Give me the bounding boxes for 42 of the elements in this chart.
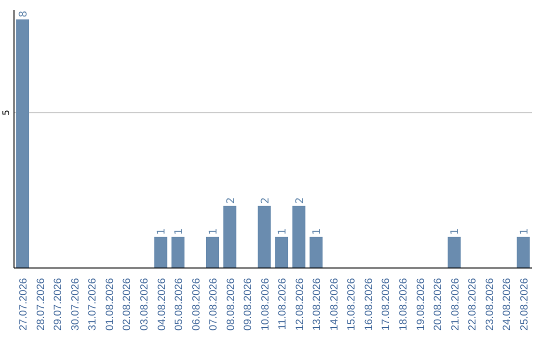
x-tick-label: 07.08.2026 [208,278,220,331]
data-label: 2 [224,197,237,204]
x-tick-label: 03.08.2026 [138,278,150,331]
x-tick-label: 30.07.2026 [69,278,82,331]
data-label: 1 [518,228,530,235]
data-label: 1 [156,228,168,235]
x-tick-label: 22.08.2026 [466,278,479,331]
x-tick-label: 25.08.2026 [518,278,530,331]
x-tick-label: 18.08.2026 [398,278,410,331]
x-tick-label: 21.08.2026 [449,278,462,331]
data-label: 1 [172,228,185,235]
x-tick-label: 02.08.2026 [121,278,134,331]
x-tick-label: 28.07.2026 [34,278,47,331]
data-label: 1 [276,228,289,235]
data-label: 1 [449,228,462,235]
x-tick-label: 23.08.2026 [484,278,496,331]
x-tick-label: 12.08.2026 [294,278,306,331]
x-tick-label: 19.08.2026 [414,278,427,331]
x-tick-label: 16.08.2026 [362,278,375,331]
x-tick-label: 27.07.2026 [18,278,30,331]
x-tick-label: 09.08.2026 [242,278,254,331]
x-tick-label: 08.08.2026 [224,278,237,331]
x-tick-label: 10.08.2026 [259,278,272,331]
x-tick-label: 31.07.2026 [86,278,99,331]
data-label: 1 [208,228,220,235]
x-tick-label: 29.07.2026 [52,278,64,331]
data-label: 2 [294,197,306,204]
x-tick-label: 04.08.2026 [156,278,168,331]
y-tick-label: 5 [2,110,12,116]
x-tick-label: 13.08.2026 [311,278,324,331]
data-label: 8 [18,10,30,18]
x-tick-label: 01.08.2026 [104,278,116,331]
data-label: 1 [311,228,324,235]
x-tick-label: 05.08.2026 [173,278,186,331]
x-tick-label: 11.08.2026 [276,278,289,330]
x-tick-label: 06.08.2026 [190,278,202,331]
x-tick-label: 17.08.2026 [380,278,392,331]
data-label: 2 [259,197,272,204]
x-tick-label: 24.08.2026 [501,278,514,331]
x-tick-label: 15.08.2026 [346,278,358,331]
x-tick-label: 20.08.2026 [432,278,444,331]
x-tick-label: 14.08.2026 [328,278,340,331]
